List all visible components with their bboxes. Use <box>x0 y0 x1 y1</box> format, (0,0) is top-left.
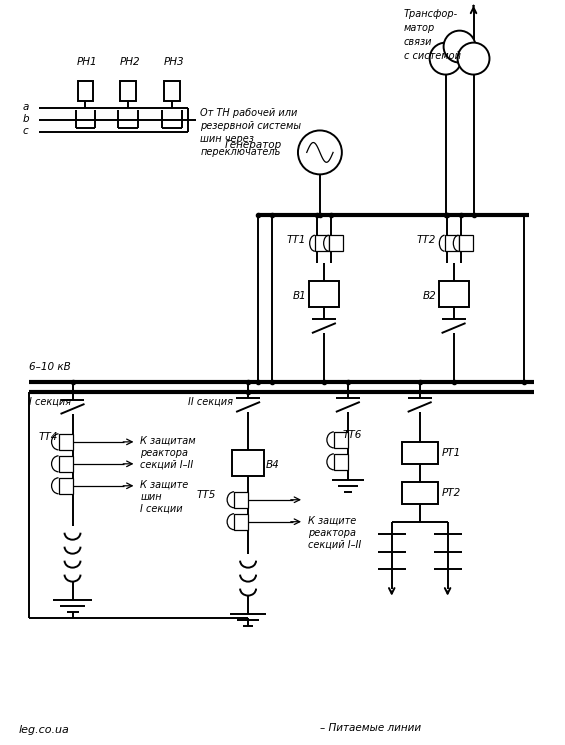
Text: ТТ1: ТТ1 <box>287 235 306 245</box>
Bar <box>59 456 72 472</box>
Text: связи: связи <box>404 37 432 47</box>
Text: реактора: реактора <box>140 448 188 458</box>
Bar <box>438 281 468 307</box>
Text: секций I–II: секций I–II <box>308 539 361 550</box>
Text: шин: шин <box>140 492 162 502</box>
Bar <box>164 80 180 101</box>
Circle shape <box>444 31 476 63</box>
Bar <box>59 434 72 450</box>
Text: – Питаемые линии: – Питаемые линии <box>320 723 421 733</box>
Text: реактора: реактора <box>308 527 356 538</box>
Bar <box>309 281 339 307</box>
Text: К защите: К защите <box>140 480 189 489</box>
Bar <box>77 80 93 101</box>
Text: I секции: I секции <box>140 504 183 514</box>
Text: II секция: II секция <box>188 397 233 407</box>
Text: В4: В4 <box>266 460 280 470</box>
Text: ТТ5: ТТ5 <box>196 489 216 500</box>
Text: с системой: с системой <box>404 51 460 60</box>
Text: ТТ6: ТТ6 <box>343 430 362 440</box>
Text: c: c <box>23 127 28 136</box>
Text: a: a <box>23 103 29 112</box>
Text: секций I–II: секций I–II <box>140 460 194 470</box>
Bar <box>334 432 348 448</box>
Bar <box>402 442 438 464</box>
Text: РТ1: РТ1 <box>442 448 461 458</box>
Bar <box>334 454 348 470</box>
Text: ТТ2: ТТ2 <box>416 235 436 245</box>
Circle shape <box>458 42 489 74</box>
Circle shape <box>298 130 342 174</box>
Text: leg.co.ua: leg.co.ua <box>19 726 69 735</box>
Text: I секция: I секция <box>29 397 71 407</box>
Bar <box>234 492 248 508</box>
Bar <box>445 235 459 251</box>
Bar <box>459 235 472 251</box>
Text: b: b <box>23 115 29 124</box>
Text: переключатель: переключатель <box>200 148 281 157</box>
Bar <box>120 80 136 101</box>
Text: РН2: РН2 <box>119 57 140 66</box>
Text: Трансфор-: Трансфор- <box>404 9 458 19</box>
Text: В2: В2 <box>423 291 436 301</box>
Bar <box>329 235 343 251</box>
Text: РТ2: РТ2 <box>442 488 461 498</box>
Bar <box>59 478 72 494</box>
Text: РН3: РН3 <box>163 57 184 66</box>
Text: Генератор: Генератор <box>225 140 282 150</box>
Bar <box>232 450 264 476</box>
Text: резервной системы: резервной системы <box>200 121 301 131</box>
Bar <box>315 235 329 251</box>
Circle shape <box>429 42 462 74</box>
Text: К защитам: К защитам <box>140 436 196 446</box>
Text: От ТН рабочей или: От ТН рабочей или <box>200 109 298 118</box>
Bar <box>234 514 248 530</box>
Text: В1: В1 <box>293 291 307 301</box>
Text: матор: матор <box>404 22 435 33</box>
Bar <box>402 482 438 504</box>
Text: К защите: К защите <box>308 516 356 526</box>
Text: 6–10 кВ: 6–10 кВ <box>29 362 71 372</box>
Text: ТТ4: ТТ4 <box>38 432 58 442</box>
Text: РН1: РН1 <box>76 57 97 66</box>
Text: шин через: шин через <box>200 134 254 145</box>
